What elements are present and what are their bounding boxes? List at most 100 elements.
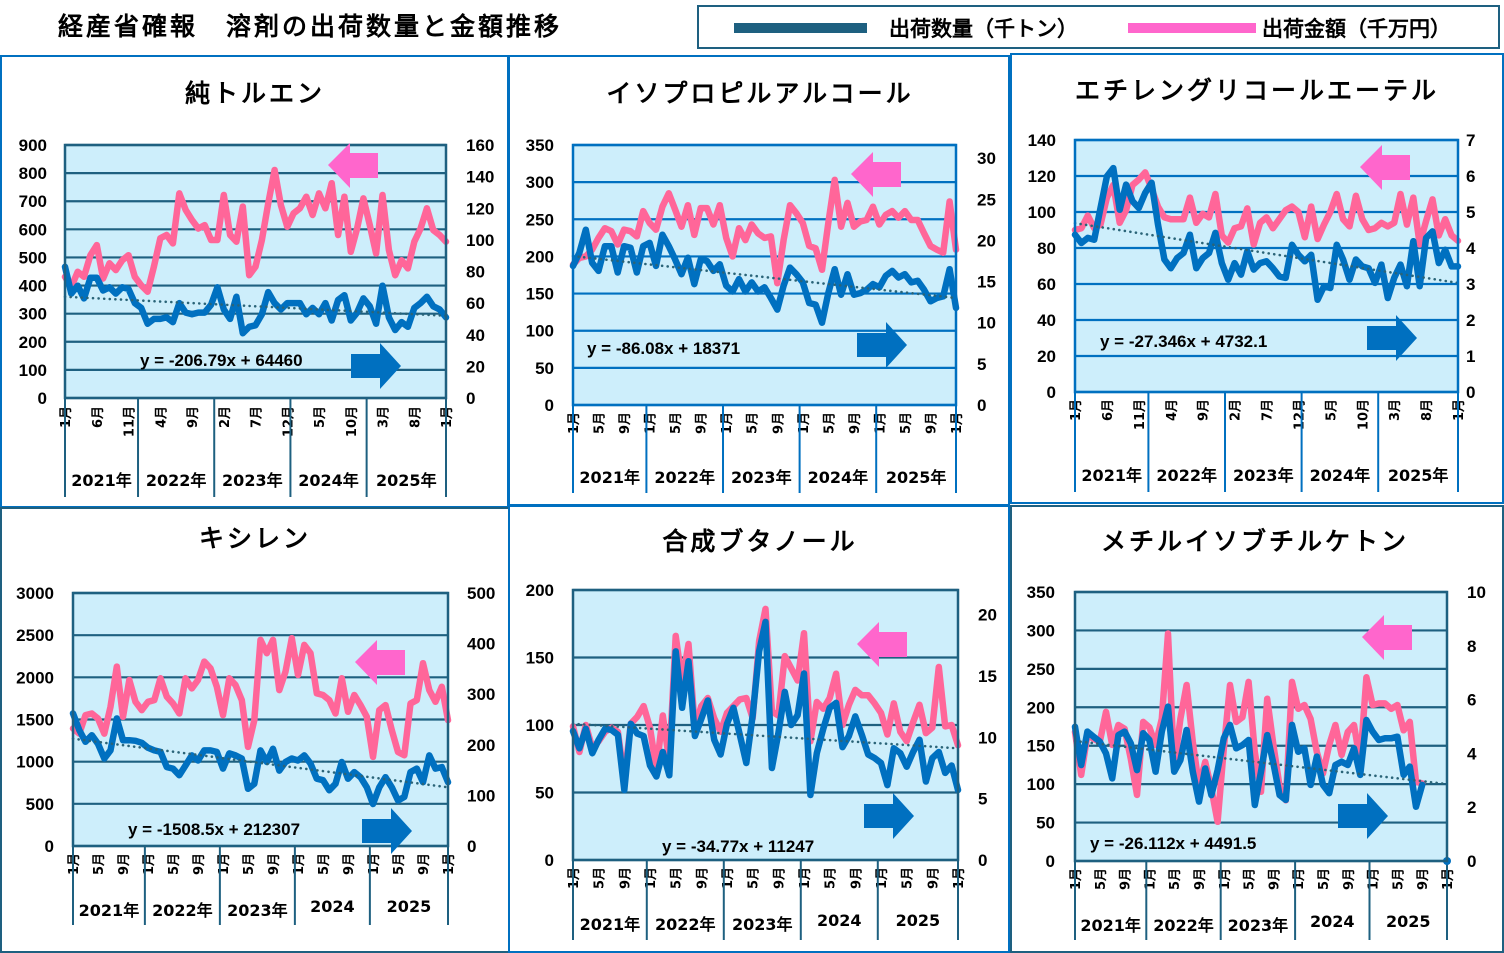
- x-tick-label: 7月: [250, 406, 265, 428]
- axis-arrow-right-icon: [351, 343, 401, 389]
- x-tick-label: 5月: [1324, 399, 1339, 421]
- y-right-tick-label: 100: [466, 231, 494, 250]
- x-tick-label: 9月: [1197, 399, 1212, 421]
- plot-border: [63, 143, 448, 400]
- x-tick-label: 9月: [342, 853, 357, 875]
- x-tick-label: 9月: [1267, 868, 1282, 890]
- y-right-tick-label: 0: [466, 389, 475, 408]
- y-left-tick-label: 100: [526, 322, 554, 341]
- trendline-equation: y = -26.112x + 4491.5: [1090, 834, 1256, 853]
- y-right-tick-label: 4: [1467, 744, 1477, 763]
- axis-arrow-right-icon: [1338, 793, 1388, 839]
- year-group-label: 2025年: [376, 471, 437, 490]
- axis-arrow-right-icon: [362, 808, 412, 854]
- y-left-tick-label: 1000: [16, 753, 54, 772]
- year-group-label: 2023年: [731, 468, 792, 487]
- year-group-label: 2025年: [1388, 466, 1449, 485]
- x-tick-label: 1月: [67, 853, 82, 875]
- y-left-tick-label: 50: [535, 359, 554, 378]
- x-tick-label: 9月: [924, 412, 939, 434]
- x-tick-label: 9月: [695, 412, 710, 434]
- series-line-quantity: [69, 710, 452, 808]
- x-tick-label: 10月: [1356, 399, 1371, 430]
- plot-border: [571, 588, 960, 862]
- y-right-tick-label: 15: [978, 667, 997, 686]
- y-right-tick-label: 0: [977, 396, 986, 415]
- series-line-amount: [1071, 169, 1462, 248]
- x-tick-label: 1月: [1452, 399, 1467, 421]
- x-tick-label: 5月: [1168, 868, 1183, 890]
- year-group-label: 2023年: [1228, 916, 1289, 935]
- y-left-tick-label: 2500: [16, 626, 54, 645]
- y-left-tick-label: 50: [535, 784, 554, 803]
- y-left-tick-label: 0: [45, 837, 54, 856]
- y-left-tick-label: 350: [1027, 583, 1055, 602]
- axis-arrow-right-icon: [857, 322, 907, 368]
- axis-arrow-right-icon: [1367, 315, 1417, 361]
- axis-arrow-right-icon: [864, 793, 914, 839]
- plot-border: [1073, 138, 1460, 394]
- x-tick-label: 1月: [1441, 868, 1456, 890]
- chart-4: 0 500 1000 1500 2000 2500 3000 0 100 200 300 400 500…: [16, 584, 495, 925]
- y-right-tick-label: 120: [466, 199, 494, 218]
- y-left-tick-label: 200: [1027, 698, 1055, 717]
- series-line-amount: [569, 176, 960, 287]
- x-tick-label: 1月: [1069, 399, 1084, 421]
- x-tick-label: 5月: [901, 867, 916, 889]
- y-right-tick-label: 500: [467, 584, 495, 603]
- chart-title: エチレングリコールエーテル: [1074, 76, 1440, 105]
- year-group-label: 2021年: [1080, 916, 1141, 935]
- x-tick-label: 9月: [848, 412, 863, 434]
- x-tick-label: 5月: [313, 406, 328, 428]
- year-group-label: 2023年: [222, 471, 283, 490]
- y-right-tick-label: 1: [1466, 347, 1475, 366]
- series-line-quantity: [569, 618, 962, 799]
- chart-3: 0 20 40 60 80 100 120 140 0 1 2 3 4 5 6 7 1月 6月 11月 4月 9月 2月 7…: [1028, 131, 1476, 492]
- year-group-label: 2025: [387, 897, 432, 916]
- y-left-tick-label: 150: [1027, 737, 1055, 756]
- axis-arrow-left-icon: [355, 640, 405, 685]
- axis-arrow-left-icon: [1360, 145, 1410, 190]
- y-left-tick-label: 0: [545, 396, 554, 415]
- x-tick-label: 9月: [618, 867, 633, 889]
- y-left-tick-label: 120: [1028, 167, 1056, 186]
- x-tick-label: 5月: [593, 867, 608, 889]
- y-left-tick-label: 0: [1046, 852, 1055, 871]
- x-tick-label: 5月: [242, 853, 257, 875]
- y-right-tick-label: 200: [467, 736, 495, 755]
- y-right-tick-label: 300: [467, 685, 495, 704]
- year-group-label: 2021年: [579, 468, 640, 487]
- trendline: [63, 295, 448, 318]
- x-tick-label: 5月: [593, 412, 608, 434]
- y-left-tick-label: 200: [526, 581, 554, 600]
- chart-title: キシレン: [198, 524, 312, 553]
- year-group-label: 2025: [896, 911, 941, 930]
- year-group-label: 2022年: [1153, 916, 1214, 935]
- y-left-tick-label: 0: [1047, 383, 1056, 402]
- series-line-quantity: [1071, 164, 1462, 304]
- chart-title: 合成ブタノール: [662, 527, 858, 556]
- x-tick-label: 9月: [1193, 868, 1208, 890]
- x-tick-label: 9月: [117, 853, 132, 875]
- y-left-tick-label: 50: [1036, 814, 1055, 833]
- x-tick-label: 4月: [1165, 399, 1180, 421]
- x-tick-label: 9月: [618, 412, 633, 434]
- x-tick-label: 1月: [59, 406, 74, 428]
- y-right-tick-label: 5: [978, 790, 987, 809]
- x-tick-label: 9月: [926, 867, 941, 889]
- y-left-tick-label: 150: [526, 285, 554, 304]
- x-tick-label: 5月: [669, 412, 684, 434]
- y-left-tick-label: 200: [526, 247, 554, 266]
- series-line-quantity: [569, 226, 960, 326]
- x-tick-label: 5月: [824, 867, 839, 889]
- y-right-tick-label: 6: [1466, 167, 1475, 186]
- trendline-equation: y = -34.77x + 11247: [662, 837, 814, 856]
- x-tick-label: 9月: [1342, 868, 1357, 890]
- trendline-equation: y = -1508.5x + 212307: [128, 820, 300, 839]
- x-tick-label: 9月: [1416, 868, 1431, 890]
- y-right-tick-label: 0: [1466, 383, 1475, 402]
- axis-arrow-left-icon: [1362, 615, 1412, 660]
- y-right-tick-label: 20: [978, 606, 997, 625]
- y-left-tick-label: 500: [19, 248, 47, 267]
